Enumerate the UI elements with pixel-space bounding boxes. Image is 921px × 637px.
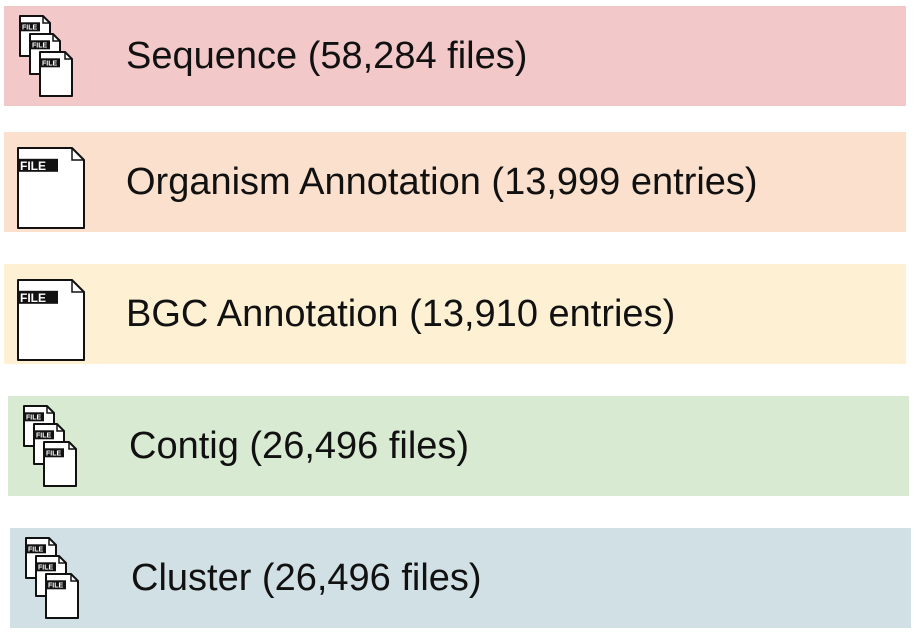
file-icon: FILE [16,274,85,361]
row-label-bgc-annotation: BGC Annotation (13,910 entries) [126,293,676,335]
svg-text:FILE: FILE [26,414,41,421]
svg-text:FILE: FILE [42,60,57,67]
row-label-sequence: Sequence (58,284 files) [126,35,528,77]
svg-text:FILE: FILE [36,432,51,439]
row-organism-annotation: FILE Organism Annotation (13,999 entries… [4,132,906,232]
row-sequence: FILE FILE FILE Sequence (58,284 files) [4,6,906,106]
svg-text:FILE: FILE [48,582,63,589]
svg-text:FILE: FILE [46,450,61,457]
svg-text:FILE: FILE [32,42,47,49]
svg-text:FILE: FILE [20,291,46,305]
svg-text:FILE: FILE [20,159,46,173]
svg-text:FILE: FILE [28,546,43,553]
row-label-contig: Contig (26,496 files) [129,425,470,467]
row-contig: FILE FILE FILE Contig (26,496 files) [8,396,909,496]
multi-file-icon: FILE FILE FILE [20,405,84,490]
row-label-organism-annotation: Organism Annotation (13,999 entries) [126,161,758,203]
multi-file-icon: FILE FILE FILE [22,537,86,622]
svg-text:FILE: FILE [22,24,37,31]
row-bgc-annotation: FILE BGC Annotation (13,910 entries) [4,264,906,364]
row-label-cluster: Cluster (26,496 files) [131,557,482,599]
multi-file-icon: FILE FILE FILE [16,15,80,100]
file-icon: FILE [16,142,85,229]
row-cluster: FILE FILE FILE Cluster (26,496 files) [10,528,911,628]
svg-text:FILE: FILE [38,564,53,571]
